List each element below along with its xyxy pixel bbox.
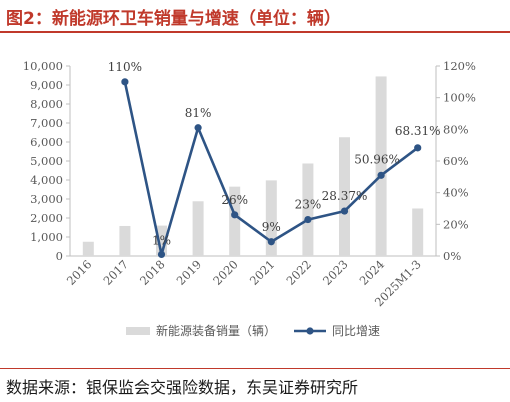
left-tick-label: 6,000: [30, 135, 63, 149]
source-note: 数据来源：银保监会交强险数据，东吴证券研究所: [6, 378, 359, 397]
line-data-label: 110%: [108, 60, 142, 74]
title-divider: [0, 31, 510, 33]
legend-line-label: 同比增速: [332, 324, 380, 338]
x-tick-label: 2024: [357, 257, 388, 288]
line-data-label: 9%: [262, 220, 281, 234]
line-data-label: 28.37%: [322, 189, 368, 203]
legend-bar-swatch: [126, 327, 150, 335]
left-tick-label: 9,000: [30, 78, 63, 92]
figure-header: 图2：新能源环卫车销量与增速（单位：辆）: [0, 0, 510, 33]
left-tick-label: 5,000: [30, 154, 63, 168]
left-tick-label: 3,000: [30, 192, 63, 206]
line-data-label: 81%: [185, 106, 212, 120]
x-tick-label: 2022: [283, 257, 314, 288]
x-tick-label: 2017: [100, 257, 131, 288]
bar: [412, 208, 424, 256]
line-series: [121, 78, 422, 259]
data-labels: 110% 1% 81% 26% 9% 23%28.37% 50.96% 68.31%: [108, 60, 441, 248]
x-tick-label: 2021: [247, 257, 278, 288]
left-tick-label: 7,000: [30, 116, 63, 130]
legend-line-marker: [306, 327, 314, 335]
line-point: [267, 238, 275, 246]
bar: [265, 180, 277, 256]
left-tick-label: 4,000: [30, 173, 63, 187]
left-tick-label: 0: [56, 249, 63, 263]
line-point: [377, 171, 385, 179]
bar: [119, 225, 131, 256]
line-point: [414, 144, 422, 152]
right-tick-label: 100%: [443, 91, 476, 105]
legend-bar-label: 新能源装备销量（辆）: [156, 323, 276, 338]
line-data-label: 1%: [152, 233, 171, 247]
line-data-label: 23%: [295, 198, 322, 212]
chart-legend: 新能源装备销量（辆） 同比增速: [126, 323, 380, 338]
x-tick-label: 2023: [320, 257, 351, 288]
line-point: [340, 207, 349, 215]
right-tick-label: 80%: [443, 122, 469, 136]
line-point: [157, 250, 166, 259]
line-data-label: 26%: [221, 193, 248, 207]
right-tick-label: 40%: [443, 186, 469, 200]
combo-chart: 0 1,000 2,000 3,000 4,000 5,000 6,000 7,000 8,00…: [23, 59, 476, 338]
bar: [302, 163, 314, 256]
bar: [192, 201, 204, 256]
bar: [229, 186, 241, 256]
left-tick-label: 10,000: [23, 59, 63, 73]
right-tick-label: 120%: [443, 59, 476, 73]
x-tick-label: 2018: [137, 257, 168, 288]
x-tick-label: 2016: [64, 257, 95, 288]
line-point: [194, 124, 202, 132]
line-data-label: 68.31%: [395, 124, 441, 138]
right-tick-label: 0%: [443, 249, 461, 263]
bar: [375, 76, 387, 256]
bar: [82, 241, 94, 256]
line-point: [304, 215, 312, 224]
x-tick-label: 2020: [210, 257, 241, 288]
x-tick-label: 2019: [174, 257, 205, 288]
bar-series: [82, 76, 424, 256]
figure-title: 图2：新能源环卫车销量与增速（单位：辆）: [6, 9, 341, 29]
right-tick-label: 60%: [443, 154, 469, 168]
chart-axes: 0 1,000 2,000 3,000 4,000 5,000 6,000 7,000 8,00…: [23, 59, 476, 309]
line-data-label: 50.96%: [354, 152, 400, 166]
line-point: [121, 78, 129, 86]
source-divider: [0, 368, 510, 369]
bar: [339, 137, 350, 256]
left-tick-label: 1,000: [30, 230, 63, 244]
right-tick-label: 20%: [443, 217, 469, 231]
left-tick-label: 2,000: [30, 211, 63, 225]
bar: [156, 225, 167, 256]
left-tick-label: 8,000: [30, 97, 63, 111]
line-point: [231, 211, 239, 219]
